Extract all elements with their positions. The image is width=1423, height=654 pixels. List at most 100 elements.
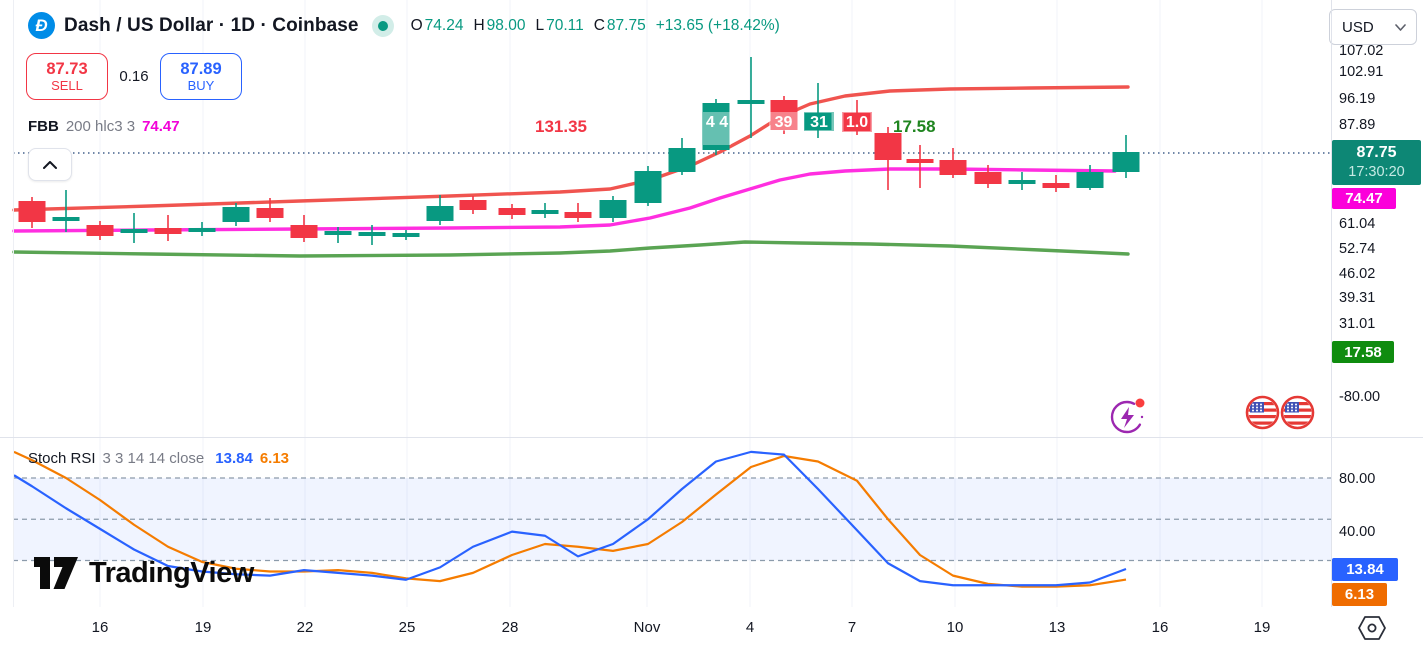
fbb-red-band-line xyxy=(12,85,1130,212)
stoch-k-badge: 13.84 xyxy=(1332,558,1398,581)
lower-band-label: 17.58 xyxy=(893,117,936,136)
time-axis[interactable]: 16 19 22 25 28 Nov 4 7 10 13 16 19 xyxy=(0,607,1423,654)
open-value: O 74.24 xyxy=(410,16,464,34)
time-tick-label: 19 xyxy=(1253,619,1271,636)
time-tick-label: 16 xyxy=(91,619,109,636)
time-tick-label: 10 xyxy=(946,619,964,636)
tradingview-watermark: TradingView xyxy=(33,556,254,590)
fbb-params: 200 hlc3 3 xyxy=(65,118,136,135)
fbb-green-band-line xyxy=(12,240,1130,258)
time-tick-label: 25 xyxy=(398,619,416,636)
candle-body xyxy=(52,217,80,221)
price-tick-label: 87.89 xyxy=(1339,117,1376,133)
currency-dropdown[interactable]: USD xyxy=(1329,9,1417,45)
time-tick-label: 19 xyxy=(194,619,212,636)
symbol-title[interactable]: Dash / US Dollar · 1D · Coinbase xyxy=(64,14,359,36)
price-tick-label: 52.74 xyxy=(1339,241,1376,257)
price-tick-label: 40.00 xyxy=(1339,524,1376,540)
change-value: +13.65 (+18.42%) xyxy=(655,16,780,34)
candle-body xyxy=(770,100,798,130)
stoch-rsi-legend[interactable]: Stoch RSI 3 3 14 14 close 13.84 6.13 xyxy=(28,450,289,467)
candle-overlay-box xyxy=(703,112,731,145)
currency-dropdown-chevron xyxy=(1395,23,1406,31)
candle-body xyxy=(906,159,934,163)
time-tick-label: 4 xyxy=(745,619,755,636)
time-tick-label: 7 xyxy=(847,619,857,636)
candle-overlay-label: 39 xyxy=(775,114,793,131)
chart-left-border xyxy=(13,0,14,607)
lightning-events-icon[interactable] xyxy=(1107,395,1149,442)
stoch-params: 3 3 14 14 close xyxy=(102,450,205,467)
candle-body xyxy=(392,233,420,237)
price-tick-label: 80.00 xyxy=(1339,471,1376,487)
stoch-k-value: 13.84 xyxy=(215,450,253,467)
dash-logo-icon[interactable]: Ð xyxy=(28,12,55,39)
watermark-text: TradingView xyxy=(89,556,254,589)
price-tick-label: 39.31 xyxy=(1339,290,1376,306)
stoch-d-value: 6.13 xyxy=(259,450,290,467)
candle-body xyxy=(120,229,148,233)
collapse-pane-button[interactable] xyxy=(28,148,72,181)
candle-body xyxy=(256,208,284,218)
candle-body xyxy=(498,208,526,215)
candle-overlay-box xyxy=(804,112,834,131)
price-axis-border xyxy=(1331,0,1332,654)
price-chart-canvas[interactable]: 4 4 39 31 1.0 xyxy=(0,0,1331,607)
price-axis[interactable]: 107.02 102.91 96.19 87.89 61.04 52.74 46.02 39.… xyxy=(1329,0,1423,607)
fbb-value: 74.47 xyxy=(142,118,180,135)
candle-body xyxy=(1008,180,1036,184)
sell-button[interactable]: 87.73 SELL xyxy=(26,53,108,100)
last-price-badge: 87.75 17:30:20 xyxy=(1332,140,1421,185)
hexagon-target-icon[interactable] xyxy=(1356,613,1388,648)
candle-body xyxy=(599,200,627,218)
candle-body xyxy=(86,225,114,236)
candle-body xyxy=(702,103,730,150)
candle-body xyxy=(188,228,216,232)
buy-button[interactable]: 87.89 BUY xyxy=(160,53,242,100)
fbb-lower-badge: 17.58 xyxy=(1332,341,1394,363)
low-value: L 70.11 xyxy=(535,16,584,34)
candle-overlay-label: 4 4 xyxy=(706,114,728,131)
price-tick-label: 46.02 xyxy=(1339,266,1376,282)
high-value: H 98.00 xyxy=(473,16,526,34)
stoch-d-badge: 6.13 xyxy=(1332,583,1387,606)
candle-body xyxy=(564,212,592,218)
candle-body xyxy=(1042,183,1070,188)
candle-body xyxy=(874,133,902,160)
us-flag-economic-event-icon[interactable] xyxy=(1279,394,1316,436)
candle-overlay-box xyxy=(842,112,872,132)
price-tick-label: 102.91 xyxy=(1339,64,1384,80)
collapse-pane-icon xyxy=(43,160,57,169)
time-tick-label: Nov xyxy=(633,619,661,636)
price-tick-label: 31.01 xyxy=(1339,316,1376,332)
us-flag-economic-event-icon[interactable] xyxy=(1244,394,1281,436)
ohlc-values: O 74.24 H 98.00 L 70.11 C 87.75 +13.65 (+18.… xyxy=(411,17,780,35)
price-tick-label: -80.00 xyxy=(1339,389,1381,405)
spread-value: 0.16 xyxy=(119,68,149,85)
upper-band-label: 131.35 xyxy=(535,117,587,136)
time-tick-label: 28 xyxy=(501,619,519,636)
pane-separator[interactable] xyxy=(0,437,1423,438)
time-tick-label: 13 xyxy=(1048,619,1066,636)
price-tick-label: 96.19 xyxy=(1339,91,1376,107)
fbb-magenta-band-line xyxy=(12,167,1117,233)
candle-body xyxy=(18,201,46,222)
price-tick-label: 61.04 xyxy=(1339,216,1376,232)
candle-body xyxy=(154,228,182,234)
fbb-basis-badge: 74.47 xyxy=(1332,188,1396,209)
candle-body xyxy=(531,210,559,214)
fbb-indicator-legend[interactable]: FBB 200 hlc3 3 74.47 xyxy=(28,118,180,135)
time-tick-label: 16 xyxy=(1151,619,1169,636)
candle-overlay-label: 31 xyxy=(810,114,828,131)
candle-body xyxy=(668,148,696,172)
order-panel: 87.73 SELL 0.16 87.89 BUY xyxy=(26,53,242,100)
price-tick-label: 107.02 xyxy=(1339,43,1384,59)
candle-body xyxy=(1076,172,1104,188)
market-status-icon[interactable] xyxy=(371,14,394,37)
bar-countdown: 17:30:20 xyxy=(1348,164,1405,181)
close-value: C 87.75 xyxy=(593,16,646,34)
candle-overlay-box xyxy=(769,112,798,131)
candle-overlay-label: 1.0 xyxy=(846,114,868,131)
candle-body xyxy=(974,172,1002,184)
